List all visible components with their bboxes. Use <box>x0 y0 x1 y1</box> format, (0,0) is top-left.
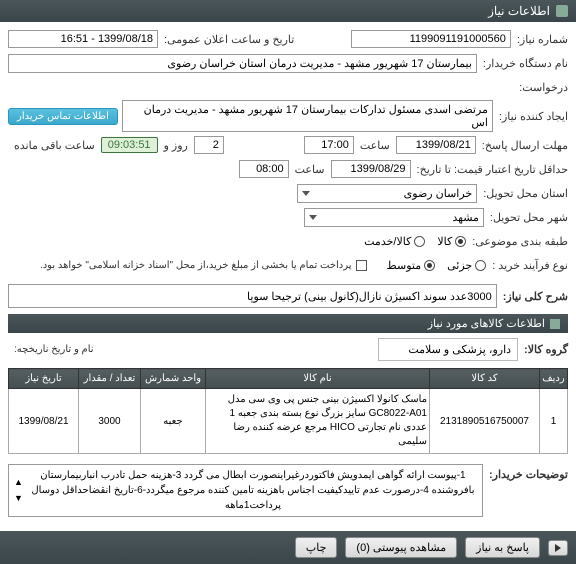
radio-small-label: جزئی <box>447 259 472 272</box>
cell-name: ماسک کانولا اکسیژن بینی جنس پی وی سی مدل… <box>206 389 430 454</box>
group-value: دارو، پزشکی و سلامت <box>378 338 518 361</box>
info-icon <box>556 5 568 17</box>
cell-date: 1399/08/21 <box>9 389 79 454</box>
cell-unit: جعبه <box>141 389 206 454</box>
table-row[interactable]: 1 2131890516750007 ماسک کانولا اکسیژن بی… <box>9 389 568 454</box>
notes-textarea[interactable]: 1-پیوست ارائه گواهی ایمدویش فاکتوردرغیرا… <box>8 464 483 517</box>
radio-icon <box>455 236 466 247</box>
items-header-text: اطلاعات کالاهای مورد نیاز <box>428 317 545 330</box>
deadline-date-field[interactable]: 1399/08/21 <box>396 136 476 154</box>
validity-time-field[interactable]: 08:00 <box>239 160 289 178</box>
need-number-label: شماره نیاز: <box>517 33 568 46</box>
scroll-down-icon[interactable]: ▼ <box>14 492 23 506</box>
deadline-time-field[interactable]: 17:00 <box>304 136 354 154</box>
radio-icon <box>414 236 425 247</box>
radio-service-label: کالا/خدمت <box>364 235 411 248</box>
col-idx: ردیف <box>540 369 568 389</box>
title-field[interactable]: 3000عدد سوند اکسیژن نازال(کانول بینی) تر… <box>8 284 497 308</box>
radio-service[interactable]: کالا/خدمت <box>364 235 425 248</box>
purchase-type-group: جزئی متوسط <box>387 259 487 272</box>
name-date-label: نام و تاریخ ناریخچه: <box>14 344 94 355</box>
radio-icon <box>424 260 435 271</box>
time-label-1: ساعت <box>360 139 390 152</box>
cell-qty: 3000 <box>79 389 141 454</box>
days-label: روز و <box>164 139 188 152</box>
footer-bar: پاسخ به نیاز مشاهده پیوستی (0) چاپ <box>0 531 576 564</box>
announce-label: تاریخ و ساعت اعلان عمومی: <box>164 33 294 46</box>
section-icon <box>550 319 560 329</box>
purchase-type-label: نوع فرآیند خرید : <box>492 259 568 272</box>
triangle-icon <box>555 544 561 552</box>
col-name: نام کالا <box>206 369 430 389</box>
notes-text: 1-پیوست ارائه گواهی ایمدویش فاکتوردرغیرا… <box>29 468 477 513</box>
requester-label: درخواست: <box>519 81 568 94</box>
timer-display: 09:03:51 <box>101 137 158 153</box>
province-dropdown[interactable]: خراسان رضوی <box>297 184 477 203</box>
city-value: مشهد <box>452 211 479 224</box>
title-bar-text: اطلاعات نیاز <box>488 4 550 18</box>
city-dropdown[interactable]: مشهد <box>304 208 484 227</box>
radio-medium-label: متوسط <box>387 259 422 272</box>
respond-button[interactable]: پاسخ به نیاز <box>465 537 540 558</box>
radio-icon <box>475 260 486 271</box>
group-label: گروه کالا: <box>524 343 568 356</box>
need-number-field[interactable]: 1199091191000560 <box>351 30 511 48</box>
title-label: شرح کلی نیاز: <box>503 290 568 303</box>
notes-label: توضیحات خریدار: <box>489 464 568 481</box>
col-date: تاریخ نیاز <box>9 369 79 389</box>
validity-label: حداقل تاریخ اعتبار قیمت: تا تاریخ: <box>417 163 568 176</box>
validity-date-field[interactable]: 1399/08/29 <box>331 160 411 178</box>
chevron-down-icon <box>302 191 310 196</box>
radio-small[interactable]: جزئی <box>447 259 486 272</box>
creator-label: ایجاد کننده نیاز: <box>499 110 568 123</box>
form-content: شماره نیاز: 1199091191000560 تاریخ و ساع… <box>0 22 576 523</box>
scroll-up-icon[interactable]: ▲ <box>14 476 23 490</box>
print-button[interactable]: چاپ <box>295 537 338 558</box>
time-label-2: ساعت <box>295 163 325 176</box>
city-label: شهر محل تحویل: <box>490 211 568 224</box>
title-bar: اطلاعات نیاز <box>0 0 576 22</box>
col-code: کد کالا <box>430 369 540 389</box>
contact-button[interactable]: اطلاعات تماس خریدار <box>8 108 118 125</box>
deadline-label: مهلت ارسال پاسخ: <box>482 139 568 152</box>
items-table: ردیف کد کالا نام کالا واحد شمارش تعداد /… <box>8 368 568 454</box>
radio-goods-label: کالا <box>437 235 452 248</box>
announce-field[interactable]: 1399/08/18 - 16:51 <box>8 30 158 48</box>
buyer-org-label: نام دستگاه خریدار: <box>483 57 568 70</box>
buyer-org-field[interactable]: بیمارستان 17 شهریور مشهد - مدیریت درمان … <box>8 54 477 73</box>
expand-button[interactable] <box>548 540 568 556</box>
table-header-row: ردیف کد کالا نام کالا واحد شمارش تعداد /… <box>9 369 568 389</box>
remain-label: ساعت باقی مانده <box>14 139 95 152</box>
category-label: طبقه بندی موضوعی: <box>472 235 568 248</box>
chevron-down-icon <box>309 215 317 220</box>
creator-field[interactable]: مرتضی اسدی مسئول تدارکات بیمارستان 17 شه… <box>122 100 493 132</box>
radio-medium[interactable]: متوسط <box>387 259 436 272</box>
cell-idx: 1 <box>540 389 568 454</box>
province-value: خراسان رضوی <box>404 187 473 200</box>
days-field: 2 <box>194 136 224 154</box>
col-unit: واحد شمارش <box>141 369 206 389</box>
category-radio-group: کالا کالا/خدمت <box>364 235 466 248</box>
attachments-button[interactable]: مشاهده پیوستی (0) <box>345 537 457 558</box>
col-qty: تعداد / مقدار <box>79 369 141 389</box>
cell-code: 2131890516750007 <box>430 389 540 454</box>
treasury-checkbox[interactable] <box>356 260 367 271</box>
radio-goods[interactable]: کالا <box>437 235 466 248</box>
treasury-note: پرداخت تمام یا بخشی از مبلغ خرید،از محل … <box>40 260 352 271</box>
items-section-header: اطلاعات کالاهای مورد نیاز <box>8 314 568 333</box>
province-label: استان محل تحویل: <box>483 187 568 200</box>
